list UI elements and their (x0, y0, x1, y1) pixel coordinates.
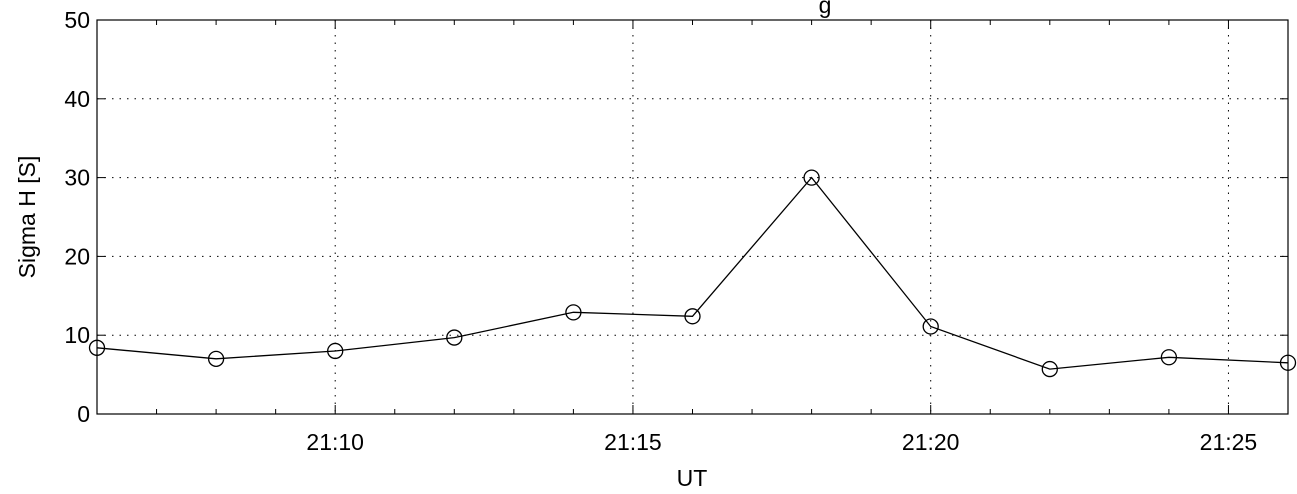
x-tick-label: 21:10 (306, 429, 364, 455)
y-tick-label: 50 (64, 7, 90, 33)
series-line-group (97, 178, 1288, 370)
x-tick-label: 21:15 (604, 429, 662, 455)
y-tick-label: 30 (64, 165, 90, 191)
y-axis-label: Sigma H [S] (14, 156, 40, 279)
x-tick-labels: 21:10 21:15 21:20 21:25 (306, 429, 1257, 455)
series-line (97, 178, 1288, 370)
x-axis-label: UT (677, 465, 708, 491)
y-tick-label: 10 (64, 322, 90, 348)
x-tick-label: 21:25 (1200, 429, 1258, 455)
chart-title: g (819, 0, 832, 18)
y-tick-label: 40 (64, 86, 90, 112)
y-tick-label: 20 (64, 243, 90, 269)
x-tick-label: 21:20 (902, 429, 960, 455)
y-tick-label: 0 (77, 401, 90, 427)
marker-group (90, 170, 1296, 376)
y-tick-labels: 0 10 20 30 40 50 (64, 7, 90, 427)
